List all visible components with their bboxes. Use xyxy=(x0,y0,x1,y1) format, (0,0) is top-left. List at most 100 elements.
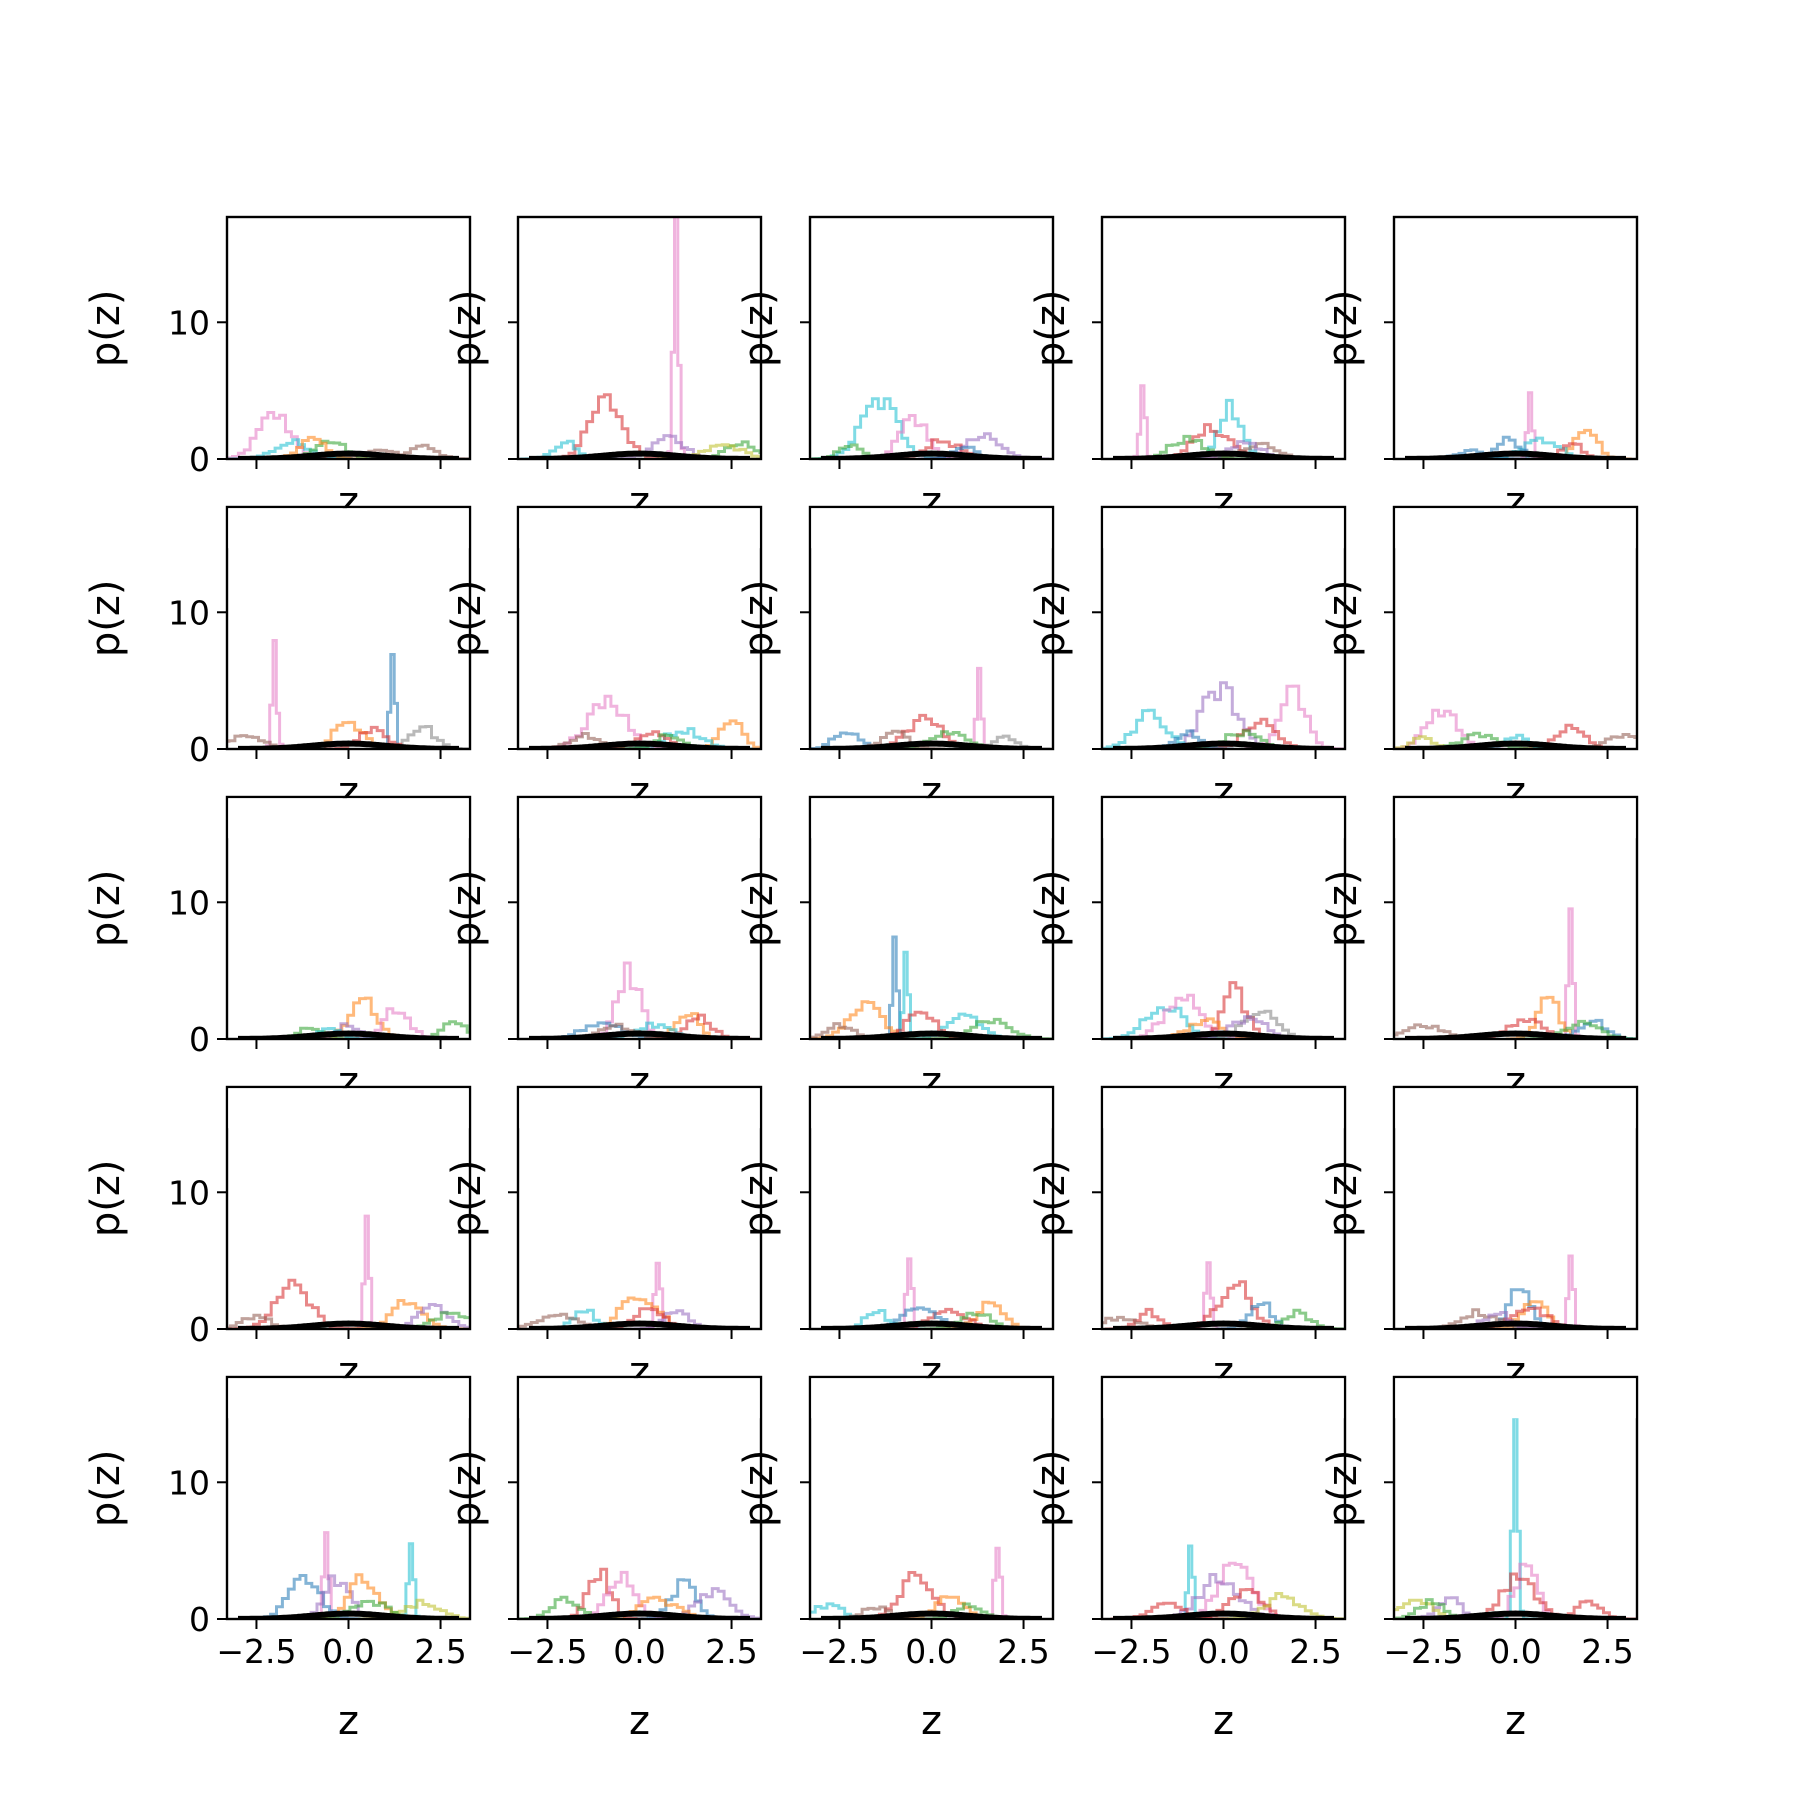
x-tick-label: −2.5 xyxy=(1383,1632,1463,1671)
label-overlap-mask xyxy=(1103,508,1344,549)
subplot-panel-1-4: p(z)z xyxy=(1028,215,1347,525)
y-axis-label: p(z) xyxy=(736,870,782,948)
y-axis-label: p(z) xyxy=(736,1450,782,1528)
y-axis-label: p(z) xyxy=(444,1450,490,1528)
y-tick-label: 0 xyxy=(189,440,210,479)
plot-area xyxy=(810,666,1051,749)
label-overlap-mask xyxy=(519,1378,760,1419)
subplot-panel-2-5: p(z)z xyxy=(1320,505,1639,815)
subplot-panel-3-2: p(z)z xyxy=(444,795,763,1105)
label-overlap-mask xyxy=(811,1378,1052,1419)
label-overlap-mask xyxy=(519,1088,760,1129)
plot-area xyxy=(1102,681,1345,749)
label-overlap-mask xyxy=(1103,1088,1344,1129)
y-axis-label: p(z) xyxy=(444,580,490,658)
plot-area xyxy=(529,961,752,1039)
y-axis-label: p(z) xyxy=(1320,290,1366,368)
y-axis-label: p(z) xyxy=(1028,870,1074,948)
x-axis-label: z xyxy=(629,1698,650,1744)
subplot-panel-2-2: p(z)z xyxy=(444,505,763,815)
y-axis-label: p(z) xyxy=(1028,580,1074,658)
subplot-panel-2-3: p(z)z xyxy=(736,505,1055,815)
y-tick-label: 10 xyxy=(168,1173,210,1212)
histogram-series-1 xyxy=(348,1214,389,1329)
x-axis-label: z xyxy=(338,1698,359,1744)
histogram-series-1 xyxy=(1552,1254,1593,1329)
subplot-panel-3-4: p(z)z xyxy=(1028,795,1347,1105)
subplot-panel-1-2: p(z)z xyxy=(444,215,763,525)
x-tick-label: 0.0 xyxy=(905,1632,957,1671)
y-axis-label: p(z) xyxy=(1320,1450,1366,1528)
x-axis-label: z xyxy=(921,1698,942,1744)
plot-area xyxy=(810,935,1053,1039)
x-tick-label: 2.5 xyxy=(1289,1632,1341,1671)
plot-area xyxy=(1405,1254,1626,1329)
y-tick-label: 10 xyxy=(168,1463,210,1502)
y-axis-label: p(z) xyxy=(1028,1160,1074,1238)
y-tick-label: 10 xyxy=(168,593,210,632)
x-tick-label: 0.0 xyxy=(322,1632,374,1671)
label-overlap-mask xyxy=(228,1088,469,1129)
y-axis-label: p(z) xyxy=(444,290,490,368)
label-overlap-mask xyxy=(811,798,1052,839)
label-overlap-mask xyxy=(1103,798,1344,839)
subplot-panel-1-3: p(z)z xyxy=(736,215,1055,525)
subplot-panel-4-2: p(z)z xyxy=(444,1085,763,1395)
subplot-panel-5-5: −2.5 0.0 2.5 p(z) z xyxy=(1320,1375,1639,1744)
plot-area xyxy=(227,639,470,749)
plot-area xyxy=(1110,1544,1345,1619)
subplot-panel-4-4: p(z)z xyxy=(1028,1085,1347,1395)
plot-area xyxy=(1102,1261,1345,1329)
label-overlap-mask xyxy=(811,1088,1052,1129)
x-tick-label: 0.0 xyxy=(1489,1632,1541,1671)
x-tick-label: −2.5 xyxy=(799,1632,879,1671)
label-overlap-mask xyxy=(811,508,1052,549)
plot-area xyxy=(810,1546,1042,1619)
x-tick-label: 2.5 xyxy=(1581,1632,1633,1671)
histogram-series-1 xyxy=(256,639,297,749)
subplot-panel-1-5: p(z)z xyxy=(1320,215,1639,525)
axes-frame xyxy=(808,215,1055,461)
x-tick-label: −2.5 xyxy=(1091,1632,1171,1671)
plot-area xyxy=(518,1261,750,1329)
y-tick-label: 0 xyxy=(189,730,210,769)
plot-area xyxy=(1394,907,1637,1039)
axes-frame xyxy=(1100,215,1347,461)
axes-frame xyxy=(516,215,763,461)
y-tick-label: 0 xyxy=(189,1020,210,1059)
label-overlap-mask xyxy=(1395,1088,1636,1129)
plot-area xyxy=(529,694,761,749)
histogram-series-1 xyxy=(812,397,951,459)
label-overlap-mask xyxy=(1103,1378,1344,1419)
y-tick-label: 10 xyxy=(168,303,210,342)
histogram-series-1 xyxy=(891,1257,931,1329)
subplot-panel-4-5: p(z)z xyxy=(1320,1085,1639,1395)
histogram-series-1 xyxy=(1124,384,1164,459)
plot-area xyxy=(518,1567,761,1619)
axes-frame xyxy=(225,215,472,461)
y-axis-label: p(z) xyxy=(83,1450,129,1528)
label-overlap-mask xyxy=(519,798,760,839)
plot-area xyxy=(238,1531,470,1619)
plot-area xyxy=(1405,391,1632,459)
histogram-series-1 xyxy=(1190,1261,1231,1329)
subplot-panel-5-4: −2.5 0.0 2.5 p(z) z xyxy=(1028,1375,1347,1744)
plot-area xyxy=(1113,384,1334,459)
histogram-series-1 xyxy=(979,1546,1020,1619)
plot-area xyxy=(1394,1416,1637,1619)
histogram-series-1 xyxy=(657,217,698,459)
y-axis-label: p(z) xyxy=(83,580,129,658)
y-axis-label: p(z) xyxy=(83,1160,129,1238)
y-axis-label: p(z) xyxy=(1028,290,1074,368)
y-axis-label: p(z) xyxy=(83,290,129,368)
label-overlap-mask xyxy=(1395,798,1636,839)
x-axis-label: z xyxy=(1213,1698,1234,1744)
y-axis-label: p(z) xyxy=(736,1160,782,1238)
label-overlap-mask xyxy=(1395,1378,1636,1419)
subplot-panel-4-3: p(z)z xyxy=(736,1085,1055,1395)
subplot-panel-2-4: p(z)z xyxy=(1028,505,1347,815)
y-axis-label: p(z) xyxy=(1028,1450,1074,1528)
